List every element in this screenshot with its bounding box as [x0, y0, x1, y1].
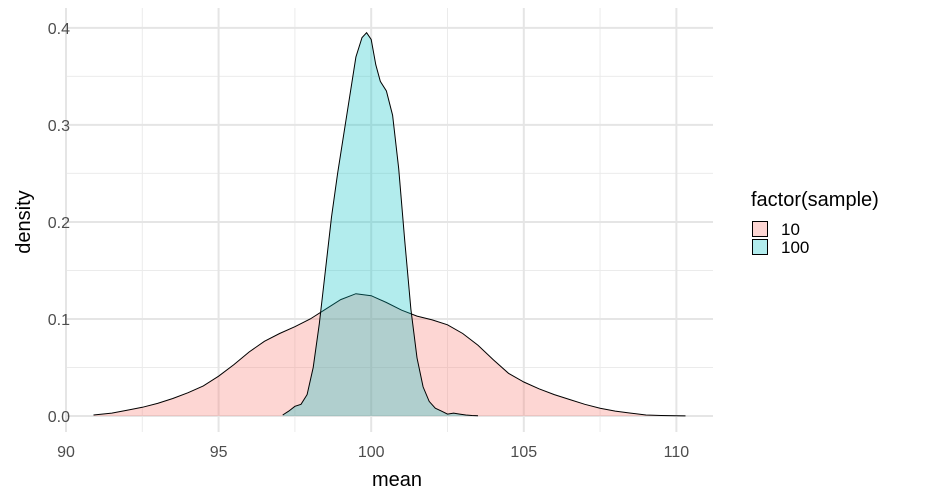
density-area-10 — [93, 293, 686, 416]
legend-key-background — [752, 221, 768, 237]
legend-label: 100 — [781, 238, 809, 257]
legend-title: factor(sample) — [751, 189, 879, 211]
density-area-100 — [282, 32, 478, 416]
minor-gridlines — [66, 8, 713, 432]
x-tick-label: 105 — [510, 444, 537, 461]
legend-key-swatch — [752, 239, 768, 255]
y-axis-ticks: 0.0 0.1 0.2 0.3 0.4 — [48, 21, 70, 426]
legend-key-swatch — [752, 221, 768, 237]
x-tick-label: 90 — [57, 444, 75, 461]
x-axis-title: mean — [372, 469, 422, 491]
density-areas — [93, 31, 686, 417]
y-tick-label: 0.0 — [48, 409, 70, 426]
x-tick-label: 100 — [358, 444, 385, 461]
x-axis-ticks: 90 95 100 105 110 — [57, 444, 689, 461]
legend-item-10: 10 — [752, 220, 800, 239]
major-gridlines — [65, 8, 713, 432]
y-tick-label: 0.2 — [48, 215, 70, 232]
y-tick-label: 0.4 — [48, 21, 70, 38]
x-tick-label: 110 — [664, 444, 690, 461]
legend-label: 10 — [781, 220, 800, 239]
density-line-10 — [93, 293, 686, 417]
legend-item-100: 100 — [752, 238, 809, 257]
legend-key-background — [752, 239, 768, 255]
x-tick-label: 95 — [210, 444, 228, 461]
density-line-100 — [282, 31, 479, 417]
y-tick-label: 0.1 — [48, 312, 70, 329]
y-tick-label: 0.3 — [48, 118, 70, 135]
y-axis-title: density — [13, 190, 35, 253]
